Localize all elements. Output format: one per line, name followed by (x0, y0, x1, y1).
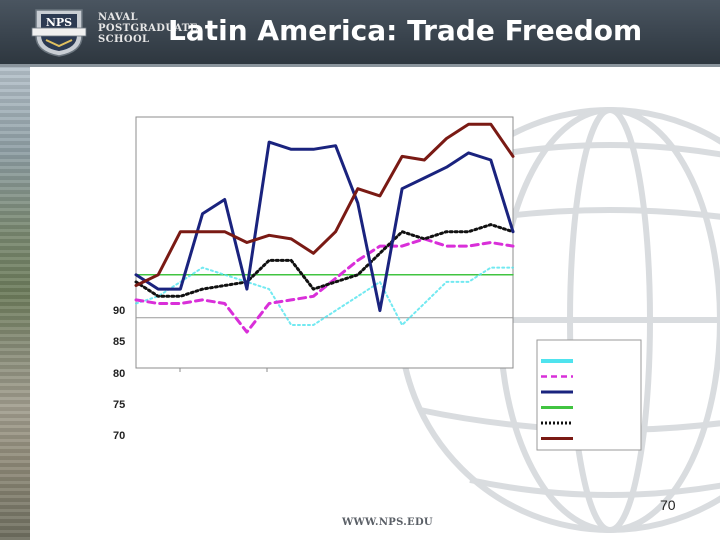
y-axis-ticks: 90 85 80 75 70 (113, 305, 125, 442)
svg-text:NPS: NPS (46, 16, 72, 29)
series-line-5 (134, 122, 515, 287)
y-tick-label-70: 70 (113, 430, 125, 442)
series-line-0 (135, 266, 514, 326)
y-tick-label-75: 75 (113, 399, 125, 411)
slide-title: Latin America: Trade Freedom (168, 14, 643, 47)
series-line-2 (134, 140, 515, 313)
series-lines (134, 122, 515, 334)
legend (536, 339, 642, 451)
campus-photo-strip (0, 67, 30, 540)
header-bar: NPS NAVAL POSTGRADUATE SCHOOL Latin Amer… (0, 0, 720, 64)
series-line-4 (134, 223, 515, 298)
wordmark-line-2: POSTGRADUATE (98, 23, 198, 34)
page-number: 70 (660, 497, 676, 513)
school-wordmark: NAVAL POSTGRADUATE SCHOOL (98, 12, 198, 45)
series-line-1 (134, 237, 515, 334)
y-tick-label-85: 85 (113, 336, 125, 348)
wordmark-line-3: SCHOOL (98, 34, 150, 45)
header-divider (0, 64, 720, 67)
wordmark-line-1: NAVAL (98, 12, 138, 23)
y-tick-label-90: 90 (113, 305, 125, 317)
footer-url: WWW.NPS.EDU (342, 517, 433, 528)
legend-box (536, 339, 642, 451)
nps-seal-logo: NPS (31, 9, 87, 57)
y-tick-label-80: 80 (113, 368, 125, 380)
